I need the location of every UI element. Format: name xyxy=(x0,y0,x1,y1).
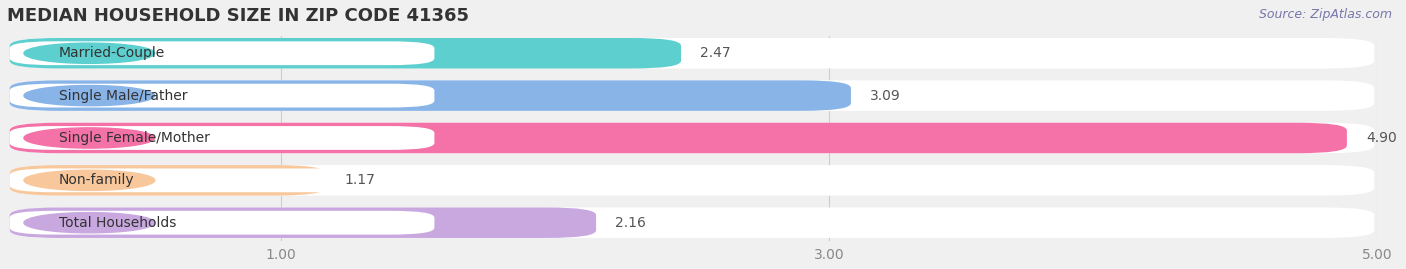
Text: Single Male/Father: Single Male/Father xyxy=(59,89,187,102)
FancyBboxPatch shape xyxy=(10,38,1374,69)
FancyBboxPatch shape xyxy=(10,165,1374,196)
FancyBboxPatch shape xyxy=(10,38,681,69)
FancyBboxPatch shape xyxy=(10,123,1347,153)
Text: Total Households: Total Households xyxy=(59,216,176,230)
FancyBboxPatch shape xyxy=(10,165,325,196)
FancyBboxPatch shape xyxy=(10,123,1374,153)
Circle shape xyxy=(24,170,155,190)
Circle shape xyxy=(24,128,155,148)
Text: Single Female/Mother: Single Female/Mother xyxy=(59,131,209,145)
Text: Married-Couple: Married-Couple xyxy=(59,46,166,60)
FancyBboxPatch shape xyxy=(10,80,851,111)
FancyBboxPatch shape xyxy=(10,207,1374,238)
Text: 2.47: 2.47 xyxy=(700,46,731,60)
FancyBboxPatch shape xyxy=(10,207,596,238)
Text: 4.90: 4.90 xyxy=(1367,131,1396,145)
Text: Non-family: Non-family xyxy=(59,173,135,187)
FancyBboxPatch shape xyxy=(10,168,434,192)
Text: 2.16: 2.16 xyxy=(616,216,647,230)
Text: MEDIAN HOUSEHOLD SIZE IN ZIP CODE 41365: MEDIAN HOUSEHOLD SIZE IN ZIP CODE 41365 xyxy=(7,7,470,25)
Circle shape xyxy=(24,213,155,233)
FancyBboxPatch shape xyxy=(10,211,434,235)
Text: Source: ZipAtlas.com: Source: ZipAtlas.com xyxy=(1258,8,1392,21)
FancyBboxPatch shape xyxy=(10,41,434,65)
FancyBboxPatch shape xyxy=(10,84,434,108)
Circle shape xyxy=(24,86,155,106)
Circle shape xyxy=(24,43,155,63)
FancyBboxPatch shape xyxy=(10,126,434,150)
Text: 3.09: 3.09 xyxy=(870,89,901,102)
FancyBboxPatch shape xyxy=(10,80,1374,111)
Text: 1.17: 1.17 xyxy=(344,173,375,187)
